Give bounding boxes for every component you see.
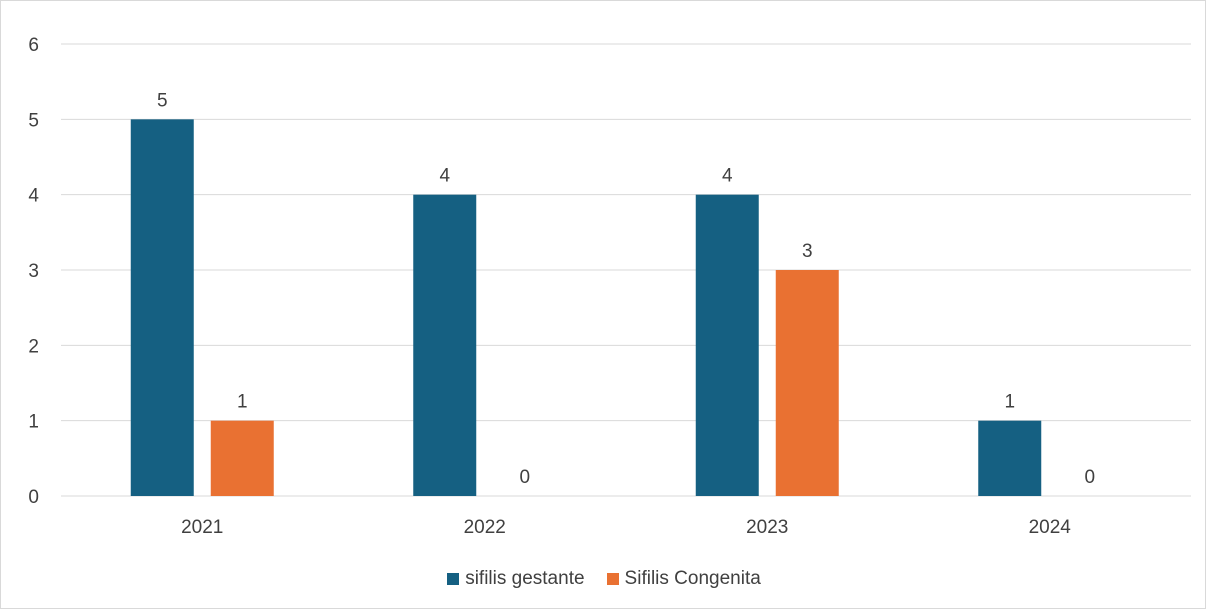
data-label-series-1-2021: 5 — [157, 90, 168, 111]
y-tick-label-1: 1 — [28, 412, 39, 433]
y-tick-label-6: 6 — [28, 35, 39, 56]
data-label-series-2-2022: 0 — [519, 467, 530, 488]
data-label-series-2-2024: 0 — [1084, 467, 1095, 488]
bar-series-1-2024 — [978, 420, 1042, 496]
x-tick-label-2022: 2022 — [464, 517, 506, 538]
legend-swatch-series-1 — [447, 573, 460, 585]
bar-series-2-2023 — [775, 270, 839, 496]
data-label-series-2-2021: 1 — [237, 392, 248, 413]
y-tick-label-2: 2 — [28, 336, 39, 357]
y-tick-label-5: 5 — [28, 110, 39, 131]
data-label-series-1-2024: 1 — [1004, 392, 1015, 413]
x-tick-label-2024: 2024 — [1029, 517, 1072, 538]
x-tick-label-2021: 2021 — [181, 517, 223, 538]
data-label-series-2-2023: 3 — [802, 241, 813, 262]
legend: sifilis gestante Sifilis Congenita — [1, 568, 1206, 590]
bar-chart: 0 1 2 3 4 5 6 2021 5 1 2022 4 0 2023 4 3 2024 1 0 — [28, 35, 1191, 538]
legend-label-series-2: Sifilis Congenita — [624, 568, 761, 589]
y-tick-label-3: 3 — [28, 261, 39, 282]
bar-series-1-2021 — [130, 119, 194, 496]
x-tick-label-2023: 2023 — [746, 517, 788, 538]
bar-series-1-2022 — [413, 194, 477, 496]
legend-item-series-2: Sifilis Congenita — [606, 568, 761, 590]
data-label-series-1-2023: 4 — [722, 166, 733, 187]
legend-swatch-series-2 — [606, 573, 619, 585]
legend-item-series-1: sifilis gestante — [447, 568, 585, 590]
bar-series-2-2021 — [210, 420, 274, 496]
y-tick-label-0: 0 — [28, 487, 39, 508]
y-tick-label-4: 4 — [28, 186, 39, 207]
data-label-series-1-2022: 4 — [439, 166, 450, 187]
bar-series-1-2023 — [695, 194, 759, 496]
legend-label-series-1: sifilis gestante — [465, 568, 585, 589]
